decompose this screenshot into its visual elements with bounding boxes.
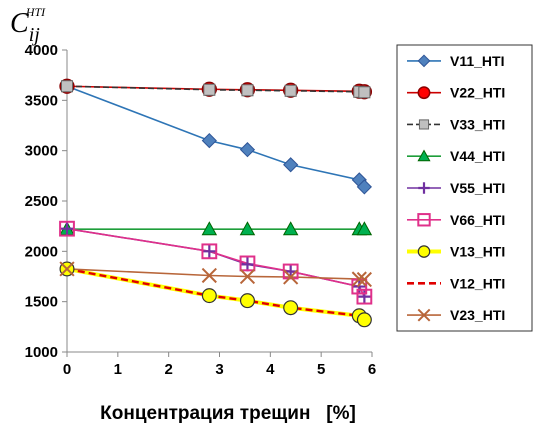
- legend-item-v12-hti: V12_HTI: [407, 275, 505, 291]
- legend-label: V23_HTI: [450, 307, 505, 323]
- marker-yellow-circle: [356, 312, 372, 328]
- legend-item-v55-hti: V55_HTI: [407, 180, 505, 196]
- x-tick-label: 4: [266, 361, 275, 378]
- marker-triangle: [282, 221, 299, 236]
- marker-x: [201, 267, 217, 284]
- legend-label: V66_HTI: [450, 212, 505, 228]
- marker-square: [418, 119, 430, 130]
- marker-plus: [202, 244, 217, 259]
- series-markers-v44-hti: [59, 221, 373, 236]
- y-tick-label: 2500: [25, 193, 58, 210]
- y-axis-label-sub: ij: [29, 24, 41, 46]
- marker-plus: [60, 221, 74, 236]
- y-tick-label: 4000: [25, 42, 58, 59]
- series-markers-v23-hti: [59, 261, 372, 288]
- marker-x: [283, 269, 299, 285]
- marker-circle: [417, 86, 431, 100]
- x-tick-label: 6: [368, 361, 376, 378]
- series-line-v11-hti: [66, 85, 366, 188]
- legend-item-v11-hti: V11_HTI: [407, 53, 504, 69]
- marker-open-square: [59, 220, 75, 237]
- x-axis-label: Концентрация трещин [%]: [100, 403, 356, 424]
- legend-label: V55_HTI: [450, 180, 505, 196]
- marker-open-square: [239, 255, 256, 272]
- marker-triangle: [239, 221, 256, 236]
- x-tick-label: 5: [317, 361, 325, 378]
- legend-item-v33-hti: V33_HTI: [407, 116, 505, 132]
- series-markers-v13-hti: [59, 261, 372, 328]
- marker-open-square: [417, 213, 431, 227]
- marker-plus: [240, 257, 255, 272]
- series-lines: [66, 85, 366, 322]
- marker-x: [59, 261, 75, 277]
- legend-label: V11_HTI: [450, 53, 504, 69]
- series-markers-v33-hti: [60, 80, 371, 99]
- y-tick-label: 1500: [25, 294, 58, 311]
- y-axis-label: Cij HTI: [10, 5, 46, 46]
- y-tick-label: 3000: [25, 143, 58, 160]
- marker-diamond: [283, 157, 299, 173]
- legend-item-v44-hti: V44_HTI: [407, 148, 505, 164]
- marker-open-square: [356, 288, 373, 305]
- series-markers-v22-hti: [59, 78, 373, 100]
- x-tick-label: 2: [164, 361, 172, 378]
- marker-yellow-circle: [417, 245, 431, 258]
- marker-diamond: [201, 132, 217, 149]
- y-axis-label-base: C: [10, 8, 29, 39]
- marker-yellow-circle: [283, 300, 299, 316]
- marker-x: [351, 271, 367, 287]
- marker-open-square: [201, 243, 218, 260]
- marker-triangle: [356, 221, 373, 236]
- marker-x: [356, 271, 372, 288]
- legend-item-v23-hti: V23_HTI: [407, 307, 505, 323]
- legend-item-v66-hti: V66_HTI: [407, 212, 505, 228]
- marker-triangle: [201, 221, 218, 236]
- marker-square: [284, 84, 297, 97]
- legend-label: V12_HTI: [450, 275, 505, 291]
- series-markers-v66-hti: [59, 220, 373, 305]
- x-tick-label: 3: [215, 361, 223, 378]
- marker-yellow-circle: [239, 293, 255, 309]
- marker-diamond: [356, 179, 372, 195]
- legend-item-v13-hti: V13_HTI: [407, 244, 505, 260]
- series-markers-v11-hti: [59, 78, 372, 195]
- axes: 1000 1500 2000 2500 3000 3500 4000 0 1 2 3 4 5 6: [25, 42, 377, 378]
- marker-square: [60, 80, 74, 93]
- marker-x: [417, 308, 431, 322]
- x-tick-label: 1: [114, 361, 122, 378]
- legend-label: V44_HTI: [450, 148, 505, 164]
- y-tick-label: 3500: [25, 92, 58, 109]
- marker-square: [358, 86, 371, 99]
- legend-label: V33_HTI: [450, 116, 505, 132]
- legend-label: V22_HTI: [450, 85, 505, 101]
- y-tick-label: 2000: [25, 243, 58, 260]
- marker-square: [241, 84, 254, 97]
- legend: V11_HTI V22_HTI V33_HTI V44_HTI V55_HTI V66_H…: [396, 44, 533, 332]
- marker-yellow-circle: [201, 288, 217, 304]
- series-markers: [59, 78, 373, 328]
- marker-diamond: [239, 142, 256, 158]
- y-tick-label: 1000: [25, 344, 58, 361]
- marker-x: [239, 268, 256, 285]
- series-line-v66-hti: [66, 227, 366, 297]
- marker-diamond: [417, 54, 431, 68]
- legend-label: V13_HTI: [450, 244, 505, 260]
- x-tick-label: 0: [63, 361, 71, 378]
- series-line-v55-hti: [66, 227, 366, 297]
- marker-plus: [352, 279, 367, 294]
- marker-plus: [357, 289, 372, 304]
- marker-triangle: [417, 149, 431, 162]
- legend-item-v22-hti: V22_HTI: [407, 85, 505, 101]
- marker-square: [203, 83, 216, 96]
- marker-plus: [418, 182, 430, 194]
- y-axis-label-sup: HTI: [25, 5, 46, 19]
